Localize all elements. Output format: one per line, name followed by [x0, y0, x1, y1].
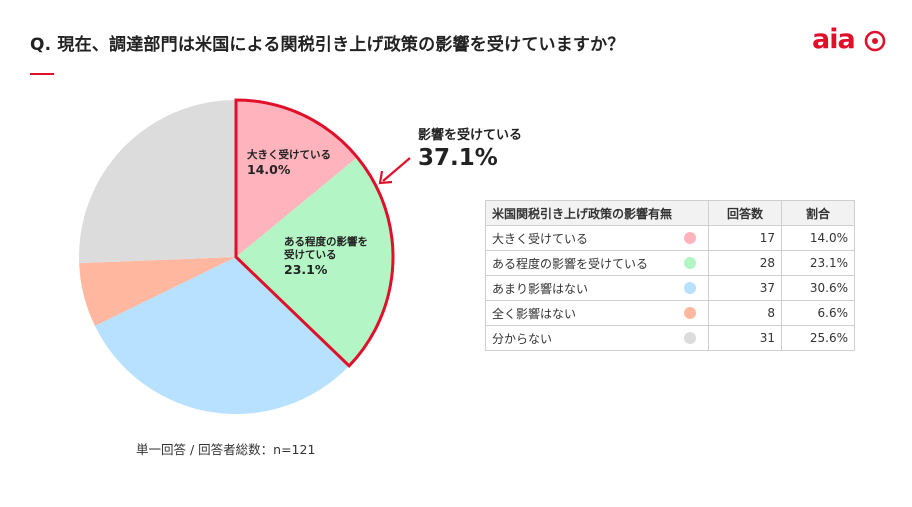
row-rate: 6.6% [781, 300, 855, 326]
table-row: 大きく受けている 17 14.0% [485, 225, 855, 251]
row-category-cell: ある程度の影響を受けている [485, 250, 709, 276]
row-category-cell: 全く影響はない [485, 300, 709, 326]
row-rate: 23.1% [781, 250, 855, 276]
slice-label-moderate: ある程度の影響を 受けている 23.1% [284, 236, 368, 278]
pie-slice [94, 257, 350, 415]
pie-slice [236, 100, 358, 257]
table-row: 全く影響はない 8 6.6% [485, 300, 855, 326]
slice-label-moderate-value: 23.1% [284, 262, 328, 278]
row-category-cell: あまり影響はない [485, 275, 709, 301]
slice-label-large-value: 14.0% [247, 162, 291, 178]
aia-brand-mark-icon [864, 30, 886, 52]
row-rate: 25.6% [781, 325, 855, 351]
slice-label-moderate-line1: ある程度の影響を [284, 236, 368, 248]
row-label: 大きく受けている [492, 231, 589, 246]
callout-arrow [378, 157, 411, 185]
legend-dot [684, 282, 696, 294]
row-rate: 30.6% [781, 275, 855, 301]
legend-dot [684, 332, 696, 344]
logo-text: aia [812, 24, 856, 55]
sample-size-note: 単一回答 / 回答者総数：n=121 [136, 442, 316, 457]
row-label: 全く影響はない [492, 306, 577, 321]
row-count: 31 [708, 325, 782, 351]
pie-slice [79, 100, 236, 264]
row-category-cell: 分からない [485, 325, 709, 351]
callout-value: 37.1% [418, 145, 498, 171]
highlight-outline [234, 98, 395, 368]
legend-dot [684, 232, 696, 244]
page-title: Q. 現在、調達部門は米国による関税引き上げ政策の影響を受けていますか？ [30, 35, 625, 55]
header-rate: 割合 [781, 200, 855, 226]
data-table: 米国関税引き上げ政策の影響有無 回答数 割合 大きく受けている 17 14.0%… [485, 200, 855, 351]
row-label: ある程度の影響を受けている [492, 256, 649, 271]
slice-label-moderate-line2: 受けている [284, 249, 337, 262]
table-row: ある程度の影響を受けている 28 23.1% [485, 250, 855, 276]
row-label: 分からない [492, 331, 553, 346]
aia-logo: aia [812, 24, 890, 56]
header-count: 回答数 [708, 200, 782, 226]
table-row: あまり影響はない 37 30.6% [485, 275, 855, 301]
row-count: 17 [708, 225, 782, 251]
slice-label-large: 大きく受けている 14.0% [247, 149, 331, 178]
header-category: 米国関税引き上げ政策の影響有無 [485, 200, 709, 226]
row-label: あまり影響はない [492, 281, 589, 296]
row-count: 8 [708, 300, 782, 326]
title-accent-line [30, 73, 54, 75]
legend-dot [684, 307, 696, 319]
row-rate: 14.0% [781, 225, 855, 251]
row-category-cell: 大きく受けている [485, 225, 709, 251]
table-row: 分からない 31 25.6% [485, 325, 855, 351]
highlight-callout: 影響を受けている 37.1% [418, 124, 522, 171]
pie-slice [236, 157, 394, 366]
pie-slices [79, 100, 394, 415]
pie-slice [79, 257, 237, 326]
slice-label-large-text: 大きく受けている [247, 149, 331, 161]
callout-label: 影響を受けている [418, 128, 523, 143]
row-count: 28 [708, 250, 782, 276]
table-header-row: 米国関税引き上げ政策の影響有無 回答数 割合 [485, 200, 855, 226]
legend-dot [684, 257, 696, 269]
row-count: 37 [708, 275, 782, 301]
